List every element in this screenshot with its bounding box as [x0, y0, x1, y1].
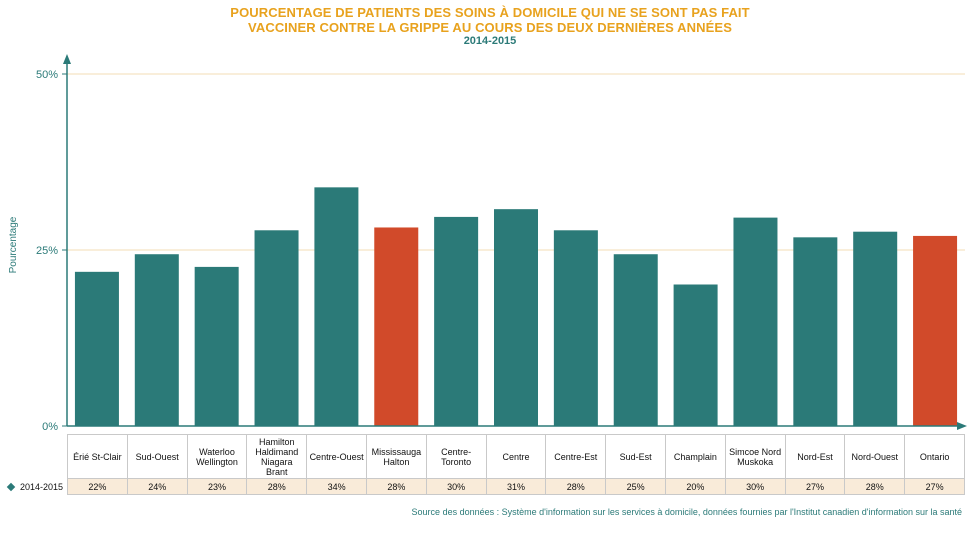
data-label: 24% [126, 478, 188, 495]
data-label: 34% [306, 478, 367, 495]
bar-2 [134, 254, 179, 426]
bar-14 [853, 231, 898, 426]
bar-13 [793, 237, 838, 426]
category-label: Sud-Est [605, 434, 666, 479]
data-label: 28% [365, 478, 427, 495]
chart-subtitle: 2014-2015 [463, 35, 517, 47]
y-tick-label: 25% [36, 245, 58, 257]
category-label: Érié St-Clair [67, 434, 128, 479]
data-label: 30% [724, 478, 786, 495]
y-tick-label: 50% [36, 69, 58, 81]
bar-5 [314, 187, 359, 426]
data-label: 31% [485, 478, 547, 495]
data-label: 27% [904, 478, 965, 495]
bar-12 [733, 217, 778, 426]
data-label: 20% [664, 478, 726, 495]
legend: 2014-2015 [6, 482, 64, 492]
bars [74, 187, 958, 426]
category-label: Nord-Est [784, 434, 846, 479]
bar-10 [613, 254, 658, 426]
data-table-wrap: Érié St-Clair Sud-Ouest Waterloo Wellingto… [67, 434, 965, 495]
bar-11 [673, 284, 718, 426]
data-table: Érié St-Clair Sud-Ouest Waterloo Wellingto… [67, 434, 965, 495]
data-label: 28% [246, 478, 308, 495]
bar-3 [194, 266, 239, 426]
category-label: Champlain [664, 434, 726, 479]
source-note: Source des données : Système d'informati… [411, 507, 962, 517]
bar-4 [254, 230, 299, 426]
data-label: 25% [605, 478, 666, 495]
data-label: 28% [545, 478, 607, 495]
bar-15 [913, 235, 958, 426]
y-tick-label: 0% [42, 421, 58, 433]
bar-7 [434, 216, 479, 426]
x-axis-arrow-icon [957, 422, 967, 430]
category-label: Centre-Ouest [306, 434, 367, 479]
bar-1 [74, 271, 119, 426]
chart-title-line-2: VACCINER CONTRE LA GRIPPE AU COURS DES D… [248, 20, 732, 35]
y-ticks: 0% 25% 50% [36, 69, 67, 433]
bar-9 [553, 230, 598, 426]
y-axis-label: Pourcentage [8, 216, 19, 273]
data-label: 23% [186, 478, 248, 495]
axes [63, 54, 967, 430]
data-label: 30% [425, 478, 487, 495]
category-label: Sud-Ouest [126, 434, 188, 479]
legend-label: 2014-2015 [20, 482, 64, 492]
category-label: Ontario [904, 434, 965, 479]
bar-6 [374, 227, 419, 426]
category-label: Centre-Toronto [425, 434, 487, 479]
diamond-icon [6, 482, 16, 492]
value-row: 22% 24% 23% 28% 34% 28% 30% 31% 28% 25% 20% 30% 27% 2… [67, 478, 965, 495]
bar-8 [494, 209, 538, 426]
category-label: Nord-Ouest [844, 434, 906, 479]
chart-title: POURCENTAGE DE PATIENTS DES SOINS À DOMI… [0, 5, 980, 48]
category-label: Centre-Est [545, 434, 607, 479]
data-label: 28% [844, 478, 906, 495]
category-label: Hamilton Haldimand Niagara Brant [246, 434, 308, 479]
data-label: 22% [67, 478, 128, 495]
data-label: 27% [784, 478, 846, 495]
category-label: Mississauga Halton [365, 434, 427, 479]
category-label: Simcoe Nord Muskoka [724, 434, 786, 479]
y-axis-arrow-icon [63, 54, 71, 64]
chart-title-line-1: POURCENTAGE DE PATIENTS DES SOINS À DOMI… [230, 5, 750, 20]
category-label: Centre [485, 434, 547, 479]
category-label: Waterloo Wellington [186, 434, 248, 479]
category-row: Érié St-Clair Sud-Ouest Waterloo Wellingto… [67, 434, 965, 479]
